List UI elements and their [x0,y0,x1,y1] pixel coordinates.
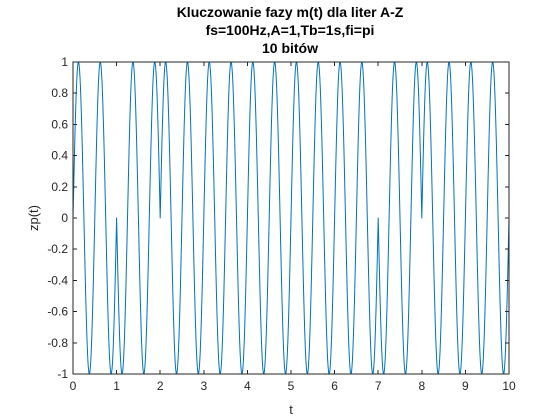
series-group [72,61,510,375]
x-tick-label: 0 [70,379,77,393]
x-tick-label: 2 [157,379,164,393]
title-line-2: fs=100Hz,A=1,Tb=1s,fi=pi [206,22,375,38]
x-tick-label: 6 [331,379,338,393]
chart-title: Kluczowanie fazy m(t) dla liter A-Z fs=1… [177,4,404,56]
x-tick-label: 5 [288,379,295,393]
y-tick-label: -0.8 [47,336,68,350]
y-ticks: -1 -0.8 -0.6 -0.4 -0.2 0 0.2 0.4 0.6 0.8 1 [47,55,509,381]
x-axis-label: t [289,402,293,417]
y-tick-label: 1 [61,55,68,69]
x-tick-label: 1 [113,379,120,393]
y-tick-label: -0.4 [47,273,68,287]
y-axis-label: zp(t) [26,205,41,231]
x-ticks: 0 1 2 3 4 5 6 7 8 9 10 [70,62,516,393]
y-tick-label: 0.4 [51,149,68,163]
x-tick-label: 4 [244,379,251,393]
y-tick-label: -0.6 [47,305,68,319]
x-tick-label: 8 [418,379,425,393]
title-line-3: 10 bitów [262,40,318,56]
y-tick-label: 0.6 [51,117,68,131]
x-tick-label: 3 [200,379,207,393]
y-tick-label: -1 [57,367,68,381]
x-tick-label: 7 [375,379,382,393]
series-line-0 [72,61,510,375]
x-tick-label: 9 [462,379,469,393]
y-tick-label: -0.2 [47,242,68,256]
title-line-1: Kluczowanie fazy m(t) dla liter A-Z [177,4,404,20]
y-tick-label: 0.2 [51,180,68,194]
x-tick-label: 10 [502,379,516,393]
y-tick-label: 0 [61,211,68,225]
y-tick-label: 0.8 [51,86,68,100]
